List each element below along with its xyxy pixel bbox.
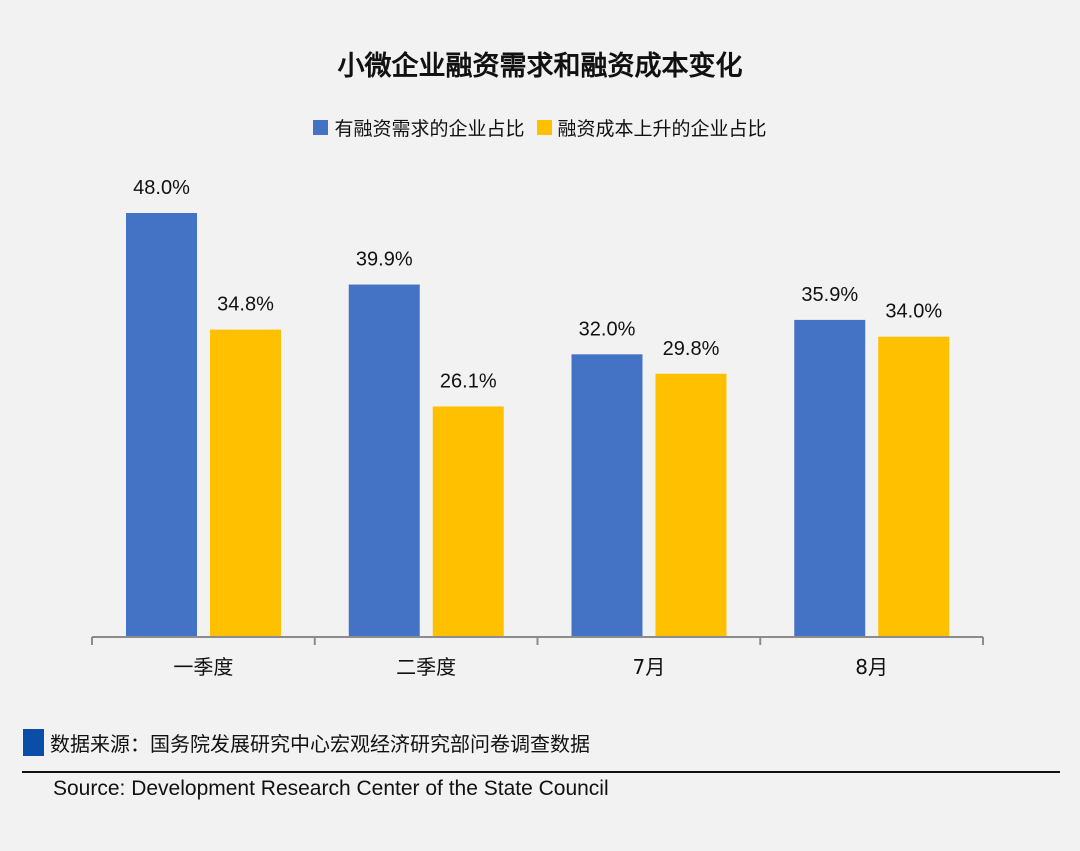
source-cn: 数据来源：国务院发展研究中心宏观经济研究部问卷调查数据 <box>23 728 590 757</box>
bar <box>878 336 950 637</box>
x-tick-label: 一季度 <box>173 655 233 679</box>
data-label: 35.9% <box>801 284 858 306</box>
source-cn-text: 数据来源：国务院发展研究中心宏观经济研究部问卷调查数据 <box>50 732 590 756</box>
legend: 有融资需求的企业占比 融资成本上升的企业占比 <box>0 114 1080 141</box>
data-label: 48.0% <box>133 177 190 199</box>
legend-label: 融资成本上升的企业占比 <box>557 118 767 140</box>
bar <box>794 319 866 637</box>
data-label: 34.0% <box>885 301 942 323</box>
legend-swatch <box>536 120 552 135</box>
data-label: 32.0% <box>579 318 636 340</box>
bar <box>432 406 504 637</box>
legend-item-cost: 融资成本上升的企业占比 <box>536 114 767 141</box>
data-label: 26.1% <box>440 370 497 392</box>
data-label: 34.8% <box>217 294 274 316</box>
source-marker <box>23 729 44 756</box>
legend-swatch <box>313 120 329 135</box>
x-tick-label: 8月 <box>855 655 888 679</box>
bar <box>571 354 643 637</box>
legend-label: 有融资需求的企业占比 <box>334 118 525 140</box>
data-label: 39.9% <box>356 249 413 271</box>
x-tick-label: 二季度 <box>396 655 456 679</box>
legend-item-demand: 有融资需求的企业占比 <box>313 114 525 141</box>
bar <box>126 213 197 637</box>
bar <box>210 329 281 637</box>
source-en: Source: Development Research Center of t… <box>53 777 609 800</box>
bar <box>348 284 420 637</box>
bar <box>655 373 727 637</box>
divider <box>22 771 1060 773</box>
x-tick-label: 7月 <box>633 655 666 679</box>
data-label: 29.8% <box>663 338 720 360</box>
chart-title: 小微企业融资需求和融资成本变化 <box>337 51 743 82</box>
